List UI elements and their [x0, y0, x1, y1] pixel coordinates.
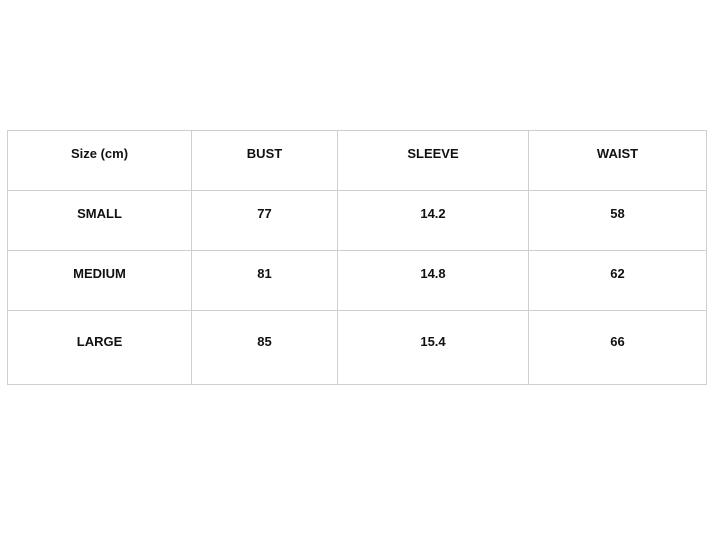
- sleeve-cell: 14.8: [337, 250, 529, 311]
- table-row: MEDIUM 81 14.8 62: [7, 250, 707, 311]
- size-cell: LARGE: [7, 310, 192, 385]
- sleeve-cell: 14.2: [337, 190, 529, 251]
- bust-cell: 81: [191, 250, 338, 311]
- header-waist: WAIST: [528, 130, 707, 191]
- sleeve-cell: 15.4: [337, 310, 529, 385]
- table-row: SMALL 77 14.2 58: [7, 190, 707, 251]
- table-row: LARGE 85 15.4 66: [7, 310, 707, 385]
- size-cell: MEDIUM: [7, 250, 192, 311]
- waist-cell: 58: [528, 190, 707, 251]
- header-bust: BUST: [191, 130, 338, 191]
- size-cell: SMALL: [7, 190, 192, 251]
- header-sleeve: SLEEVE: [337, 130, 529, 191]
- header-row: Size (cm) BUST SLEEVE WAIST: [7, 130, 707, 191]
- header-size: Size (cm): [7, 130, 192, 191]
- bust-cell: 85: [191, 310, 338, 385]
- bust-cell: 77: [191, 190, 338, 251]
- size-chart-table: Size (cm) BUST SLEEVE WAIST SMALL 77 14.…: [7, 130, 707, 385]
- waist-cell: 66: [528, 310, 707, 385]
- waist-cell: 62: [528, 250, 707, 311]
